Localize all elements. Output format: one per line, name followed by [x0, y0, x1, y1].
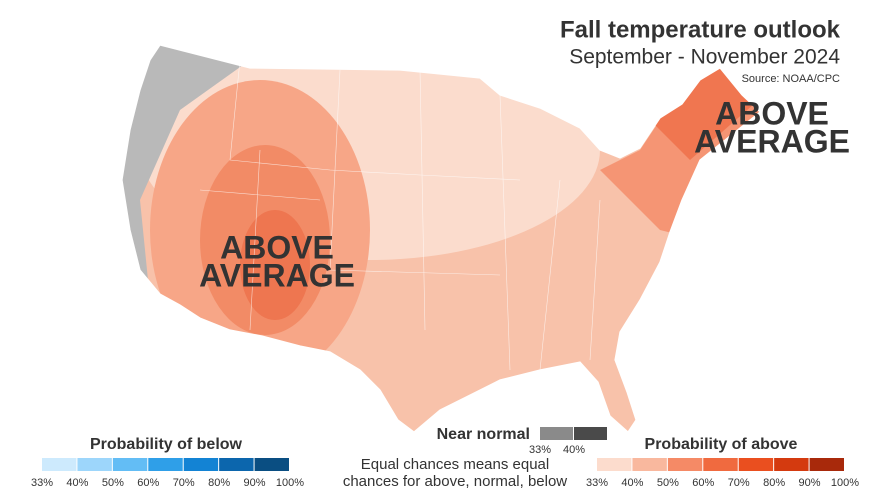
state-borders [199, 59, 601, 371]
legend-tick: 33% [31, 477, 53, 489]
legend-title: Near normal [437, 426, 530, 443]
legend-swatch [597, 458, 632, 471]
legend-tick: 60% [692, 477, 714, 489]
outlook-map [122, 45, 760, 432]
map-label: ABOVE [220, 229, 334, 265]
legend-tick: 80% [208, 477, 230, 489]
legend-swatch [148, 458, 183, 471]
legend-tick: 90% [799, 477, 821, 489]
legend-swatch [574, 427, 607, 440]
legend-swatch [703, 458, 738, 471]
legend-tick: 33% [529, 444, 551, 456]
legend-title: Probability of above [645, 436, 798, 453]
legend-tick: 60% [137, 477, 159, 489]
legend-tick: 70% [173, 477, 195, 489]
legend-tick: 33% [586, 477, 608, 489]
legend-swatch [632, 458, 667, 471]
legend-note: chances for above, normal, below [343, 473, 567, 490]
legend-swatch [42, 458, 77, 471]
legend-swatch [774, 458, 809, 471]
legend-tick: 50% [657, 477, 679, 489]
legend-tick: 70% [728, 477, 750, 489]
legend-swatch [738, 458, 774, 471]
legend-tick: 100% [831, 477, 859, 489]
map-label: AVERAGE [199, 257, 355, 293]
legend: Probability of below 33% 40% 50% 60% 70% 80% 90… [31, 426, 859, 490]
legend-tick: 50% [102, 477, 124, 489]
legend-swatch [112, 458, 148, 471]
legend-swatch [219, 458, 254, 471]
legend-swatch [540, 427, 573, 440]
legend-swatch [77, 458, 112, 471]
legend-swatch [183, 458, 219, 471]
map-label: ABOVE [715, 95, 829, 131]
legend-tick: 40% [563, 444, 585, 456]
title: Fall temperature outlook [560, 16, 841, 43]
legend-tick: 100% [276, 477, 304, 489]
legend-tick: 40% [66, 477, 88, 489]
legend-note: Equal chances means equal [361, 456, 549, 473]
legend-tick: 90% [244, 477, 266, 489]
legend-tick: 80% [763, 477, 785, 489]
legend-swatch [809, 458, 844, 471]
legend-swatch [667, 458, 703, 471]
source: Source: NOAA/CPC [742, 73, 840, 85]
legend-title: Probability of below [90, 436, 243, 453]
legend-tick: 40% [621, 477, 643, 489]
subtitle: September - November 2024 [569, 46, 840, 69]
legend-swatch [254, 458, 289, 471]
map-label: AVERAGE [694, 123, 850, 159]
